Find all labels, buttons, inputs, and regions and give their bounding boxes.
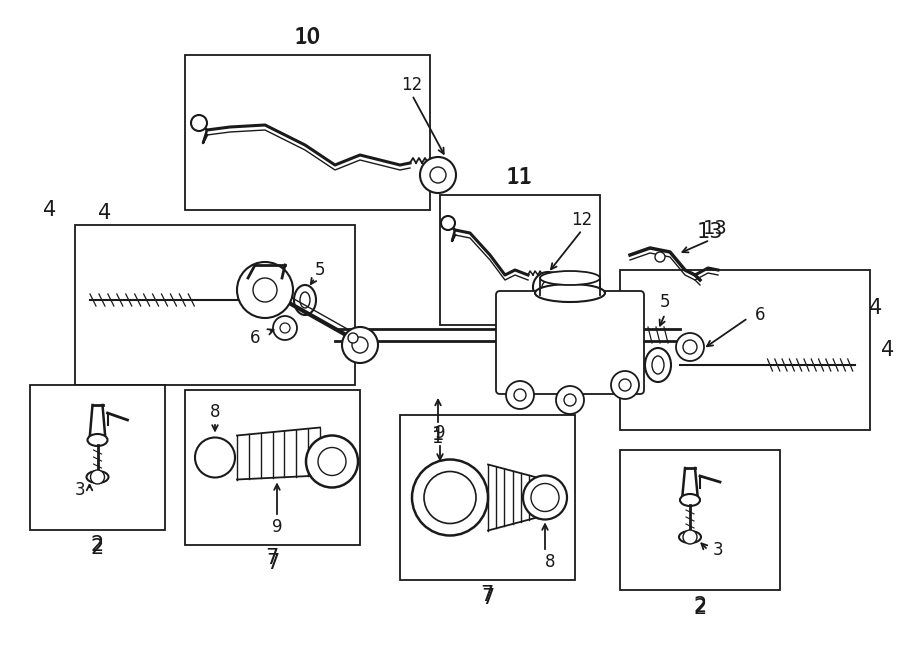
Circle shape xyxy=(424,471,476,524)
Circle shape xyxy=(619,379,631,391)
Circle shape xyxy=(611,371,639,399)
Text: 6: 6 xyxy=(250,329,260,347)
Text: 10: 10 xyxy=(294,27,320,47)
Bar xyxy=(620,270,870,430)
Bar xyxy=(400,415,575,580)
FancyBboxPatch shape xyxy=(496,291,644,394)
Text: 1: 1 xyxy=(432,426,445,444)
Text: 3: 3 xyxy=(713,541,724,559)
Text: 4: 4 xyxy=(881,340,895,360)
Circle shape xyxy=(420,157,456,193)
Circle shape xyxy=(253,278,277,302)
Text: 7: 7 xyxy=(266,548,279,568)
Text: 11: 11 xyxy=(506,168,532,188)
Text: 6: 6 xyxy=(755,306,765,324)
Circle shape xyxy=(531,483,559,512)
Ellipse shape xyxy=(652,356,664,374)
Circle shape xyxy=(273,316,297,340)
Bar xyxy=(30,385,165,530)
Circle shape xyxy=(195,438,235,477)
Bar xyxy=(75,225,355,385)
Circle shape xyxy=(523,475,567,520)
Text: 2: 2 xyxy=(90,535,104,555)
Text: 13: 13 xyxy=(703,219,727,237)
Circle shape xyxy=(683,340,697,354)
Circle shape xyxy=(514,389,526,401)
Circle shape xyxy=(318,447,346,475)
Ellipse shape xyxy=(679,531,701,543)
Text: 2: 2 xyxy=(693,596,706,616)
Circle shape xyxy=(306,436,358,488)
Ellipse shape xyxy=(300,292,310,308)
Circle shape xyxy=(542,281,554,293)
Circle shape xyxy=(683,530,697,544)
Text: 11: 11 xyxy=(507,167,533,187)
Ellipse shape xyxy=(535,284,605,302)
Bar xyxy=(620,450,780,590)
Text: 4: 4 xyxy=(869,298,883,318)
Text: 2: 2 xyxy=(693,598,706,618)
Ellipse shape xyxy=(540,271,600,285)
Circle shape xyxy=(556,386,584,414)
Bar xyxy=(440,195,600,325)
Circle shape xyxy=(280,323,290,333)
Circle shape xyxy=(237,262,293,318)
Circle shape xyxy=(352,337,368,353)
Ellipse shape xyxy=(645,348,671,382)
Text: 7: 7 xyxy=(481,588,494,608)
Circle shape xyxy=(441,216,455,230)
Text: 10: 10 xyxy=(293,28,320,48)
Text: 2: 2 xyxy=(91,538,104,558)
Ellipse shape xyxy=(87,434,107,446)
Bar xyxy=(185,55,430,210)
Text: 12: 12 xyxy=(401,76,423,94)
Circle shape xyxy=(342,327,378,363)
Circle shape xyxy=(533,272,563,302)
Text: 5: 5 xyxy=(660,293,670,311)
Text: 1: 1 xyxy=(432,429,444,447)
Text: 4: 4 xyxy=(43,200,57,220)
Text: 7: 7 xyxy=(266,553,279,573)
Circle shape xyxy=(412,459,488,535)
Ellipse shape xyxy=(294,285,316,315)
Text: 12: 12 xyxy=(572,211,592,229)
Text: 4: 4 xyxy=(98,203,112,223)
Text: 9: 9 xyxy=(272,518,283,536)
Text: 7: 7 xyxy=(481,585,493,605)
Text: 9: 9 xyxy=(435,424,446,442)
Text: 8: 8 xyxy=(544,553,555,571)
Text: 5: 5 xyxy=(315,261,325,279)
Circle shape xyxy=(430,167,446,183)
Text: 13: 13 xyxy=(697,222,724,242)
Ellipse shape xyxy=(86,471,109,483)
Circle shape xyxy=(348,333,358,343)
Text: 8: 8 xyxy=(210,403,220,421)
Ellipse shape xyxy=(680,494,700,506)
Circle shape xyxy=(191,115,207,131)
Circle shape xyxy=(91,470,104,484)
Circle shape xyxy=(564,394,576,406)
Bar xyxy=(185,390,360,545)
Circle shape xyxy=(506,381,534,409)
Text: 3: 3 xyxy=(74,481,85,499)
Circle shape xyxy=(655,252,665,262)
Circle shape xyxy=(676,333,704,361)
